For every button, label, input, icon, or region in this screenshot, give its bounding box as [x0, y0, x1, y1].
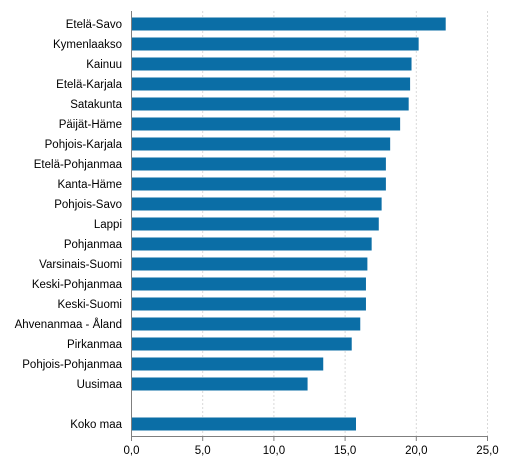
- category-label-13: Keski-Pohjanmaa: [32, 279, 123, 291]
- x-tick-label-1: 5,0: [195, 445, 211, 457]
- category-label-7: Etelä-Pohjanmaa: [34, 159, 123, 171]
- category-labels: Etelä-Savo Kymenlaakso Kainuu Etelä-Karjala…: [15, 19, 123, 431]
- bar-4: [131, 97, 409, 111]
- category-label-18: Uusimaa: [77, 379, 123, 391]
- category-label-17: Pohjois-Pohjanmaa: [22, 359, 122, 371]
- bar-15: [131, 317, 361, 331]
- category-label-2: Kainuu: [86, 59, 122, 71]
- bar-9: [131, 197, 382, 211]
- bar-5: [131, 117, 401, 131]
- x-tick-label-4: 20,0: [405, 445, 427, 457]
- category-label-6: Pohjois-Karjala: [45, 139, 123, 151]
- bar-2: [131, 57, 412, 71]
- x-tick-label-0: 0,0: [124, 445, 140, 457]
- category-label-4: Satakunta: [70, 99, 122, 111]
- bar-6: [131, 137, 391, 151]
- x-tick-label-2: 10,0: [263, 445, 285, 457]
- bar-3: [131, 77, 411, 91]
- bar-16: [131, 337, 352, 351]
- category-label-10: Lappi: [94, 219, 122, 231]
- bar-14: [131, 297, 366, 311]
- bar-10: [131, 217, 379, 231]
- category-label-11: Pohjanmaa: [64, 239, 123, 251]
- bar-11: [131, 237, 372, 251]
- category-label-1: Kymenlaakso: [53, 39, 122, 51]
- category-label-8: Kanta-Häme: [57, 179, 122, 191]
- category-label-0: Etelä-Savo: [66, 19, 122, 31]
- x-tick-label-5: 25,0: [476, 445, 498, 457]
- x-tick-label-3: 15,0: [334, 445, 356, 457]
- bar-13: [131, 277, 366, 291]
- bars: [131, 17, 446, 431]
- category-label-14: Keski-Suomi: [57, 299, 122, 311]
- category-label-15: Ahvenanmaa - Åland: [15, 318, 122, 331]
- bar-17: [131, 357, 324, 371]
- bar-0: [131, 17, 446, 31]
- bar-1: [131, 37, 419, 51]
- category-label-20: Koko maa: [70, 419, 122, 431]
- bar-18: [131, 377, 308, 391]
- bar-12: [131, 257, 368, 271]
- bar-8: [131, 177, 386, 191]
- bar-7: [131, 157, 386, 171]
- category-label-12: Varsinais-Suomi: [39, 259, 122, 271]
- bar-20: [131, 417, 356, 431]
- category-label-9: Pohjois-Savo: [54, 199, 122, 211]
- x-axis: 0,0 5,0 10,0 15,0 20,0 25,0: [124, 11, 499, 457]
- category-label-16: Pirkanmaa: [67, 339, 123, 351]
- category-label-3: Etelä-Karjala: [56, 79, 122, 91]
- category-label-5: Päijät-Häme: [59, 119, 122, 131]
